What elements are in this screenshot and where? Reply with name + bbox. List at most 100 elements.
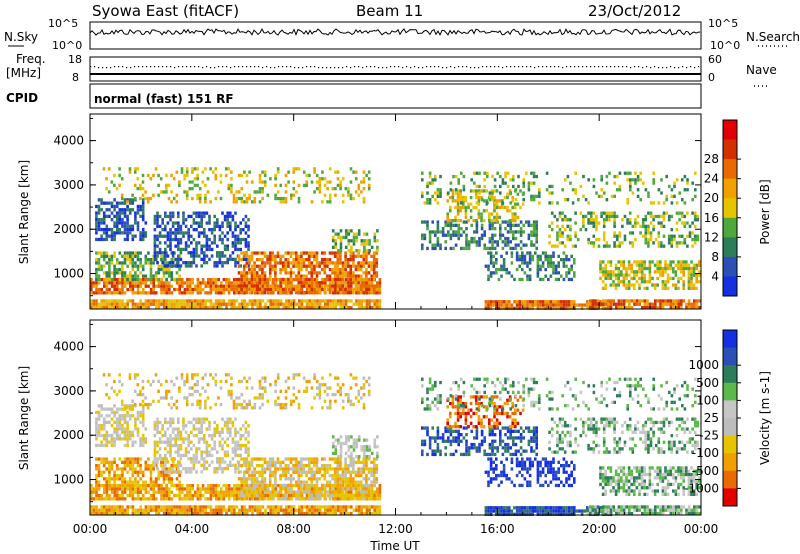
power-cell — [354, 267, 358, 272]
power-cell — [155, 302, 158, 306]
power-cell — [328, 167, 332, 171]
power-cell — [276, 167, 280, 171]
power-cell — [236, 234, 240, 238]
power-cell — [662, 234, 666, 238]
power-cell — [169, 237, 172, 242]
power-cell — [693, 237, 697, 242]
power-cell — [196, 287, 200, 292]
power-cell — [352, 264, 355, 268]
velocity-cell — [233, 508, 236, 512]
velocity-cell — [272, 508, 275, 512]
nave-dot — [638, 66, 640, 68]
power-cell — [538, 194, 541, 198]
nave-dot — [370, 66, 372, 68]
velocity-cell — [170, 511, 174, 516]
velocity-cell — [272, 505, 275, 509]
power-cell — [213, 228, 216, 232]
velocity-cell — [121, 511, 124, 516]
power-cell — [139, 251, 142, 255]
power-cell — [508, 189, 512, 193]
power-cell — [493, 178, 497, 182]
power-cell — [636, 194, 640, 198]
velocity-cell — [134, 497, 137, 501]
power-cell — [344, 245, 348, 249]
power-cell — [184, 247, 188, 252]
power-cell — [334, 232, 338, 236]
power-cell — [197, 214, 201, 219]
power-cell — [213, 241, 216, 245]
power-cell — [305, 274, 308, 278]
power-cell — [574, 188, 577, 192]
power-cell — [378, 305, 382, 310]
power-cell — [300, 254, 303, 258]
power-cell — [449, 188, 453, 192]
power-cell — [659, 263, 662, 267]
power-cell — [613, 211, 616, 215]
power-cell — [640, 260, 644, 264]
power-cell — [487, 264, 490, 268]
power-cell — [428, 201, 432, 205]
power-cell — [449, 233, 453, 237]
power-cell — [310, 277, 314, 282]
velocity-cell — [149, 470, 153, 474]
power-cell — [208, 214, 211, 219]
power-cell — [191, 167, 194, 171]
power-cell — [279, 291, 282, 295]
power-cell — [497, 306, 501, 310]
velocity-cell — [233, 493, 236, 498]
power-cell — [272, 302, 275, 306]
power-cell — [635, 273, 639, 277]
power-cell — [300, 281, 303, 285]
velocity-cell — [277, 484, 280, 488]
power-cell — [196, 193, 199, 197]
power-cell — [518, 254, 521, 258]
power-cell — [683, 237, 687, 242]
power-cell — [647, 194, 650, 198]
power-cell — [220, 291, 223, 295]
power-cell — [622, 305, 626, 310]
velocity-cell — [121, 407, 124, 411]
power-cell — [141, 208, 145, 212]
nave-dot — [386, 67, 388, 69]
power-cell — [569, 234, 572, 238]
power-cell — [363, 242, 366, 246]
power-cell — [354, 284, 358, 288]
power-cell — [495, 202, 499, 206]
power-cell — [498, 215, 501, 219]
power-cell — [147, 261, 150, 265]
power-cell — [683, 224, 687, 228]
power-cell — [664, 283, 667, 287]
power-cell — [570, 254, 573, 258]
power-cell — [586, 305, 589, 310]
power-cell — [630, 299, 634, 303]
power-cell — [90, 302, 93, 306]
power-cell — [362, 254, 366, 258]
power-cell — [100, 198, 103, 202]
power-cell — [229, 224, 232, 228]
power-cell — [574, 234, 577, 238]
power-cell — [244, 214, 248, 219]
power-cell — [289, 254, 293, 258]
power-cell — [511, 195, 514, 200]
power-cell — [673, 181, 676, 185]
velocity-cell — [240, 505, 244, 509]
power-cell — [565, 300, 568, 304]
velocity-cell — [292, 484, 296, 488]
power-cell — [350, 239, 353, 243]
power-cell — [250, 291, 254, 295]
velocity-cell — [220, 505, 223, 509]
power-cell — [532, 220, 536, 224]
power-cell — [204, 302, 207, 306]
power-cell — [223, 244, 227, 248]
power-cell — [239, 228, 242, 232]
power-cell — [131, 261, 135, 265]
power-cell — [602, 302, 605, 306]
power-cell — [550, 221, 554, 225]
power-cell — [191, 187, 194, 191]
power-cell — [355, 235, 358, 240]
power-cell — [500, 303, 503, 307]
velocity-cell — [123, 487, 127, 491]
power-cell — [253, 261, 256, 265]
power-cell — [244, 237, 248, 242]
velocity-cell — [131, 457, 135, 461]
